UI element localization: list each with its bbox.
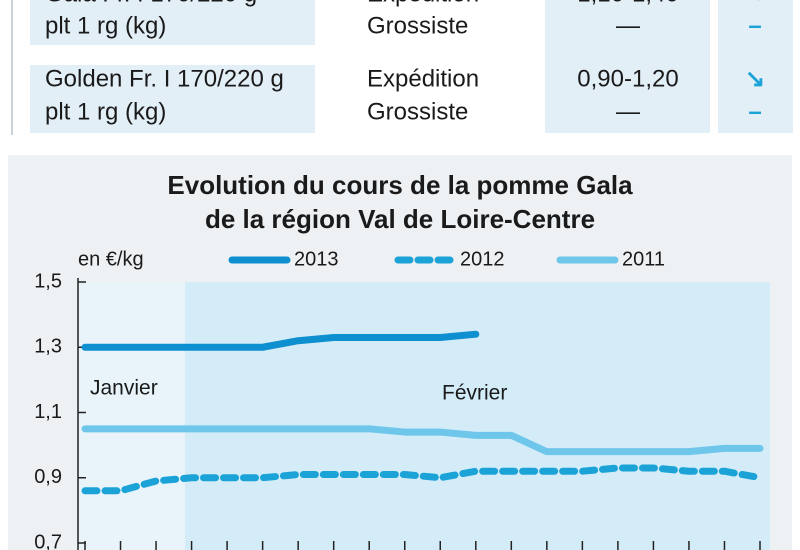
table-cell-text: plt 1 rg (kg) <box>45 12 166 39</box>
table-cell-text: – <box>748 12 761 39</box>
y-tick-label: 1,1 <box>34 401 62 423</box>
table-cell-text: Expédition <box>367 65 479 92</box>
table-cell-text: 0,90-1,20 <box>577 65 678 92</box>
table-cell-text: plt 1 rg (kg) <box>45 98 166 125</box>
series-line <box>81 464 764 495</box>
cell-bg <box>30 65 315 133</box>
table-cell-text: Grossiste <box>367 98 468 125</box>
table-cell-text: — <box>616 12 640 39</box>
chart-title: Evolution du cours de la pomme Gala <box>167 170 633 200</box>
y-tick-label: 0,7 <box>34 531 62 550</box>
y-axis-label: en €/kg <box>78 248 144 270</box>
annotation: Février <box>442 382 507 405</box>
table-cell-text: Expédition <box>367 0 479 7</box>
annotation: Janvier <box>90 377 158 400</box>
table-cell-text: → <box>743 0 767 7</box>
table-cell-text: Gala Fr. I 170/220 g <box>45 0 257 7</box>
cell-bg <box>718 0 793 133</box>
legend-label: 2011 <box>622 248 665 270</box>
table-cell-text: Grossiste <box>367 12 468 39</box>
legend-label: 2013 <box>294 248 339 270</box>
table-cell-text: ↘ <box>745 65 765 92</box>
cell-bg <box>30 0 315 45</box>
legend-label: 2012 <box>460 248 505 270</box>
plot-bg <box>185 282 770 550</box>
table-cell-text: 1,10-1,40 <box>577 0 678 7</box>
table-cell-text: — <box>616 98 640 125</box>
table-cell-text: Golden Fr. I 170/220 g <box>45 65 284 92</box>
table-cell-text: – <box>748 98 761 125</box>
plot-bg <box>78 282 185 550</box>
y-tick-label: 1,3 <box>34 336 62 358</box>
series-line <box>81 425 764 456</box>
series-line <box>81 330 480 351</box>
y-tick-label: 1,5 <box>34 270 62 292</box>
cell-bg <box>545 0 710 133</box>
y-tick-label: 0,9 <box>34 466 62 488</box>
chart-title: de la région Val de Loire-Centre <box>205 204 595 234</box>
